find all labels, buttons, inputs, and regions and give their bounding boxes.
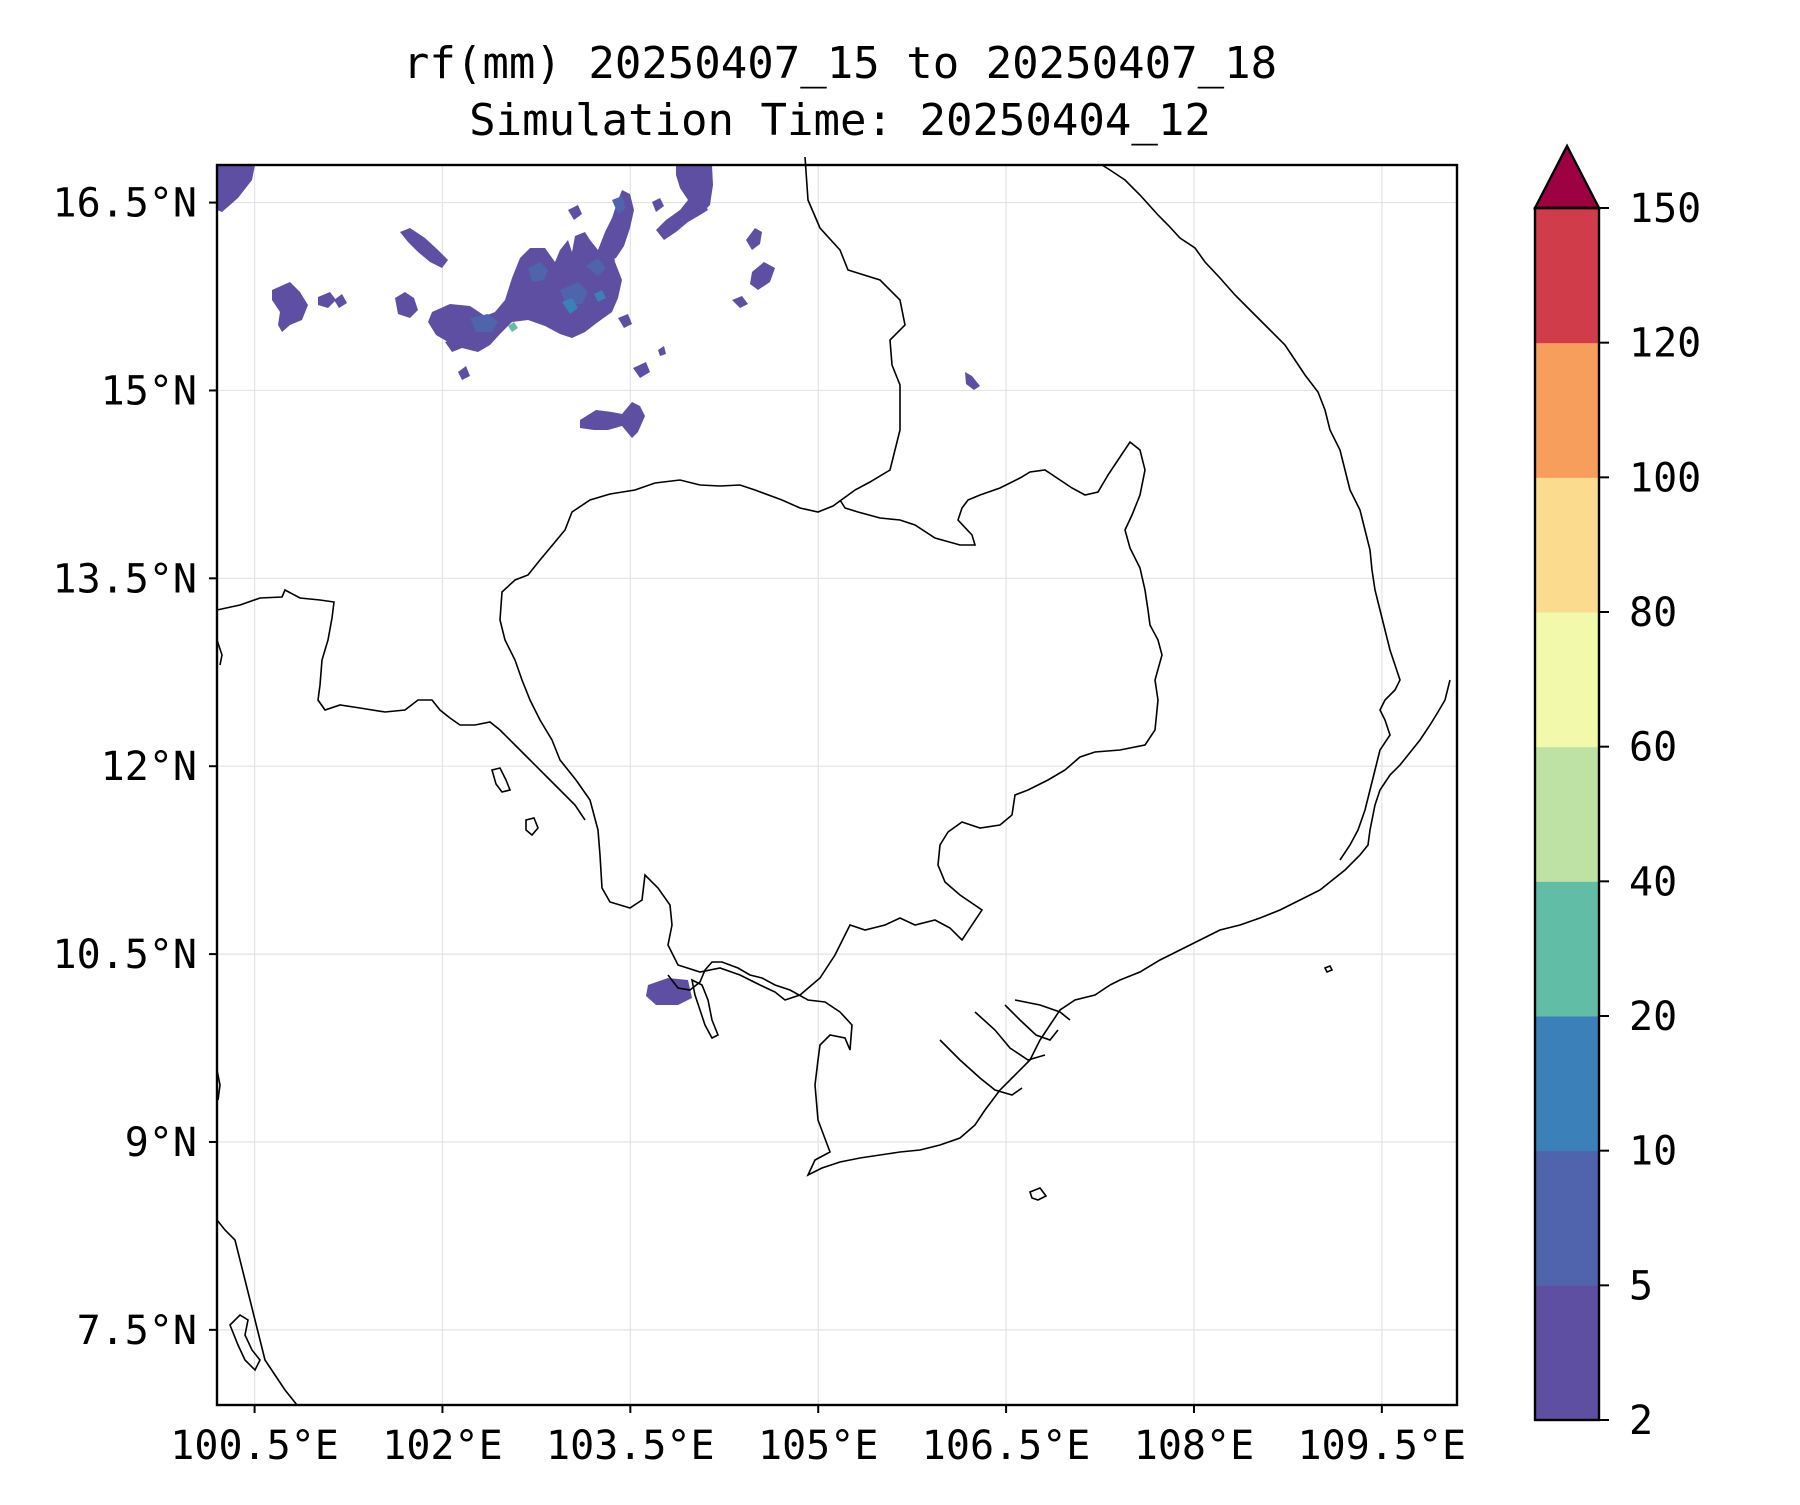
delta-branch-4 xyxy=(1014,999,1071,1021)
colorbar-tick-label-5: 60 xyxy=(1629,725,1677,771)
colorbar-segment-5 xyxy=(1535,612,1599,748)
x-tick-label-6: 109.5°E xyxy=(1298,1423,1467,1469)
map-panel: 100.5°E 102°E 103.5°E 105°E 106.5°E 108°E 109.… xyxy=(53,156,1466,1469)
rain-patch-nw-corner xyxy=(217,165,255,212)
delta-branch-1 xyxy=(939,1039,1023,1096)
x-tick-label-4: 106.5°E xyxy=(922,1423,1091,1469)
rain-patch-east-3 xyxy=(732,296,748,308)
rain-patch-small-3 xyxy=(445,338,462,352)
island-small-1 xyxy=(525,817,539,837)
rain-patch-tiny-2 xyxy=(658,346,666,356)
map-background xyxy=(217,165,1457,1405)
x-tick-label-1: 102°E xyxy=(382,1423,502,1469)
thailand-peninsula xyxy=(216,1219,298,1406)
island-koh-kong xyxy=(491,767,512,793)
colorbar-tick-label-1: 5 xyxy=(1629,1263,1653,1309)
colorbar-tick-label-8: 120 xyxy=(1629,321,1701,367)
rain-patch-very-heavy-1 xyxy=(562,298,578,314)
colorbar-tick-label-0: 2 xyxy=(1629,1398,1653,1444)
coastlines-and-borders xyxy=(216,156,1451,1406)
x-tick-label-2: 103.5°E xyxy=(546,1423,715,1469)
rain-patch-heavy-2 xyxy=(470,314,498,332)
rain-patch-interior xyxy=(965,372,980,390)
rain-patch-heavy-5 xyxy=(612,196,626,214)
rain-patch-east-1 xyxy=(746,228,762,250)
rain-patch-small-4 xyxy=(458,366,470,380)
rain-patch-heavy-1 xyxy=(528,262,548,282)
rain-patch-north xyxy=(656,165,713,240)
rain-patches xyxy=(217,165,980,1005)
colorbar-segment-6 xyxy=(1535,477,1599,613)
y-axis-ticks: 16.5°N 15°N 13.5°N 12°N 10.5°N 9°N 7.5°N xyxy=(53,181,217,1354)
rain-patch-coastal xyxy=(646,978,692,1005)
x-tick-label-3: 105°E xyxy=(758,1423,878,1469)
rain-patch-small-1 xyxy=(318,292,336,308)
title-line-1: rf(mm) 20250407_15 to 20250407_18 xyxy=(403,38,1277,89)
gulf-coastline-east xyxy=(1109,679,1451,986)
colorbar-tick-label-4: 40 xyxy=(1629,859,1677,905)
colorbar-segment-4 xyxy=(1535,746,1599,882)
island-con-dao xyxy=(1029,1187,1048,1201)
rain-patch-small-2 xyxy=(334,294,347,308)
peninsula-bay xyxy=(229,1313,261,1372)
mekong-delta-coast xyxy=(667,961,1111,1177)
colorbar-ticks: 2 5 10 20 40 60 80 100 120 150 xyxy=(1599,186,1701,1444)
rain-patch-heavy-4 xyxy=(586,258,606,276)
rain-patch-dot-2 xyxy=(652,198,664,212)
rain-patch-dot-3 xyxy=(694,200,708,215)
colorbar-segment-3 xyxy=(1535,881,1599,1017)
west-edge-coast xyxy=(216,639,223,666)
map-frame xyxy=(215,163,1459,1407)
colorbar-tick-label-6: 80 xyxy=(1629,590,1677,636)
y-tick-label-1: 15°N xyxy=(101,368,197,414)
colorbar-tick-label-2: 10 xyxy=(1629,1129,1677,1175)
y-tick-label-3: 12°N xyxy=(101,744,197,790)
x-tick-label-0: 100.5°E xyxy=(170,1423,339,1469)
gridlines xyxy=(217,165,1457,1405)
colorbar-tick-label-7: 100 xyxy=(1629,455,1701,501)
title-line-2: Simulation Time: 20250404_12 xyxy=(469,95,1211,146)
colorbar-tick-label-3: 20 xyxy=(1629,994,1677,1040)
rain-patch-blob-a xyxy=(395,292,418,318)
colorbar-frame xyxy=(1533,206,1601,1422)
colorbar-segment-0 xyxy=(1535,1285,1599,1421)
rain-patch-west xyxy=(272,282,308,332)
island-phu-quoc xyxy=(690,978,720,1040)
colorbar-segment-1 xyxy=(1535,1150,1599,1286)
rain-patch-east-4 xyxy=(618,314,632,328)
x-axis-ticks: 100.5°E 102°E 103.5°E 105°E 106.5°E 108°E 109.… xyxy=(170,1405,1466,1469)
delta-branch-2 xyxy=(974,1011,1046,1061)
rain-patch-tiny xyxy=(633,362,650,378)
y-tick-label-4: 10.5°N xyxy=(53,932,198,978)
y-tick-label-0: 16.5°N xyxy=(53,181,198,227)
rain-patch-heavy-3 xyxy=(560,282,588,304)
delta-branch-3 xyxy=(1004,1004,1059,1041)
rain-patch-south xyxy=(580,402,645,438)
colorbar-tick-label-9: 150 xyxy=(1629,186,1701,232)
island-small-2 xyxy=(1323,964,1334,974)
colorbar-segment-2 xyxy=(1535,1016,1599,1152)
rain-patch-very-heavy-2 xyxy=(594,290,606,302)
colorbar-segment-8 xyxy=(1535,208,1599,344)
colorbar: 2 5 10 20 40 60 80 100 120 150 xyxy=(1533,143,1701,1444)
rain-patch-east-2 xyxy=(750,262,775,290)
colorbar-segment-7 xyxy=(1535,342,1599,478)
cambodia-border xyxy=(499,156,1163,1001)
y-tick-label-2: 13.5°N xyxy=(53,556,198,602)
rain-patch-band xyxy=(400,228,448,268)
colorbar-extend-arrow xyxy=(1533,143,1601,210)
x-tick-label-5: 108°E xyxy=(1134,1423,1254,1469)
thailand-border xyxy=(216,588,586,821)
colorbar-segments xyxy=(1535,208,1599,1421)
rain-patch-dot-1 xyxy=(568,205,582,220)
vietnam-east-coast xyxy=(1101,164,1401,861)
y-tick-label-5: 9°N xyxy=(125,1120,197,1166)
rain-patch-peak xyxy=(508,322,518,332)
y-tick-label-6: 7.5°N xyxy=(77,1308,197,1354)
